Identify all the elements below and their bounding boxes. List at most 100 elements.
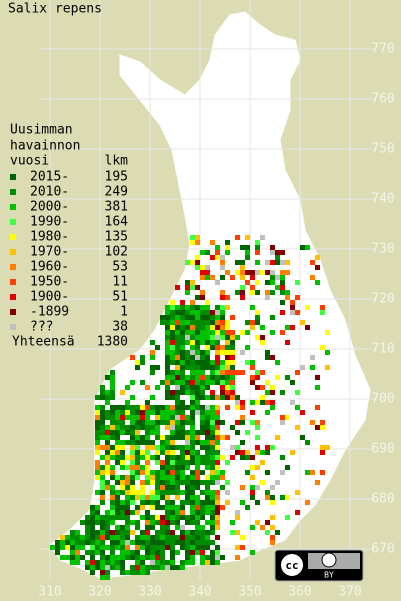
record-square [160, 560, 165, 565]
record-square [170, 325, 175, 330]
record-square [250, 455, 255, 460]
record-square [290, 380, 295, 385]
record-square [160, 505, 165, 510]
record-square [150, 340, 155, 345]
record-square [170, 480, 175, 485]
record-square [135, 470, 140, 475]
record-square [190, 475, 195, 480]
record-square [315, 405, 320, 410]
record-square [185, 540, 190, 545]
record-square [100, 490, 105, 495]
record-square [220, 365, 225, 370]
record-square [110, 390, 115, 395]
record-square [170, 420, 175, 425]
legend-count: 51 [112, 290, 128, 305]
record-square [90, 550, 95, 555]
record-square [120, 410, 125, 415]
record-square [245, 505, 250, 510]
record-square [195, 365, 200, 370]
record-square [270, 485, 275, 490]
record-square [250, 420, 255, 425]
record-square [255, 425, 260, 430]
record-square [170, 380, 175, 385]
record-square [310, 275, 315, 280]
record-square [255, 465, 260, 470]
record-square [205, 275, 210, 280]
record-square [185, 290, 190, 295]
record-square [200, 530, 205, 535]
record-square [160, 415, 165, 420]
record-square [195, 530, 200, 535]
record-square [170, 300, 175, 305]
record-square [220, 375, 225, 380]
record-square [145, 445, 150, 450]
record-square [145, 470, 150, 475]
record-square [200, 545, 205, 550]
record-square [125, 405, 130, 410]
record-square [260, 270, 265, 275]
record-square [220, 360, 225, 365]
record-square [220, 260, 225, 265]
record-square [165, 410, 170, 415]
record-square [225, 370, 230, 375]
record-square [200, 470, 205, 475]
legend-swatch [10, 219, 16, 225]
record-square [205, 505, 210, 510]
y-tick-label: 720 [371, 292, 394, 307]
record-square [95, 565, 100, 570]
record-square [270, 355, 275, 360]
record-square [265, 270, 270, 275]
record-square [145, 405, 150, 410]
record-square [105, 545, 110, 550]
record-square [165, 455, 170, 460]
record-square [135, 545, 140, 550]
record-square [100, 425, 105, 430]
record-square [240, 545, 245, 550]
record-square [185, 465, 190, 470]
record-square [190, 455, 195, 460]
record-square [255, 280, 260, 285]
record-square [195, 330, 200, 335]
record-square [185, 555, 190, 560]
record-square [120, 545, 125, 550]
legend-swatch [10, 324, 16, 330]
record-square [120, 560, 125, 565]
record-square [295, 280, 300, 285]
record-square [255, 290, 260, 295]
record-square [275, 480, 280, 485]
record-square [135, 520, 140, 525]
record-square [215, 310, 220, 315]
record-square [105, 515, 110, 520]
record-square [190, 350, 195, 355]
record-square [190, 370, 195, 375]
record-square [195, 510, 200, 515]
record-square [130, 395, 135, 400]
legend-column-header: lkm [105, 154, 129, 169]
record-square [185, 330, 190, 335]
record-square [115, 505, 120, 510]
record-square [135, 525, 140, 530]
record-square [55, 550, 60, 555]
record-square [125, 530, 130, 535]
record-square [240, 400, 245, 405]
record-square [275, 255, 280, 260]
record-square [260, 235, 265, 240]
record-square [175, 335, 180, 340]
record-square [130, 475, 135, 480]
record-square [205, 415, 210, 420]
record-square [225, 500, 230, 505]
record-square [210, 460, 215, 465]
record-square [100, 455, 105, 460]
record-square [170, 360, 175, 365]
record-square [175, 340, 180, 345]
record-square [120, 460, 125, 465]
legend-label: 1980- [30, 230, 69, 245]
record-square [195, 285, 200, 290]
record-square [140, 355, 145, 360]
record-square [130, 570, 135, 575]
record-square [250, 525, 255, 530]
record-square [65, 545, 70, 550]
record-square [110, 455, 115, 460]
record-square [170, 465, 175, 470]
record-square [90, 530, 95, 535]
